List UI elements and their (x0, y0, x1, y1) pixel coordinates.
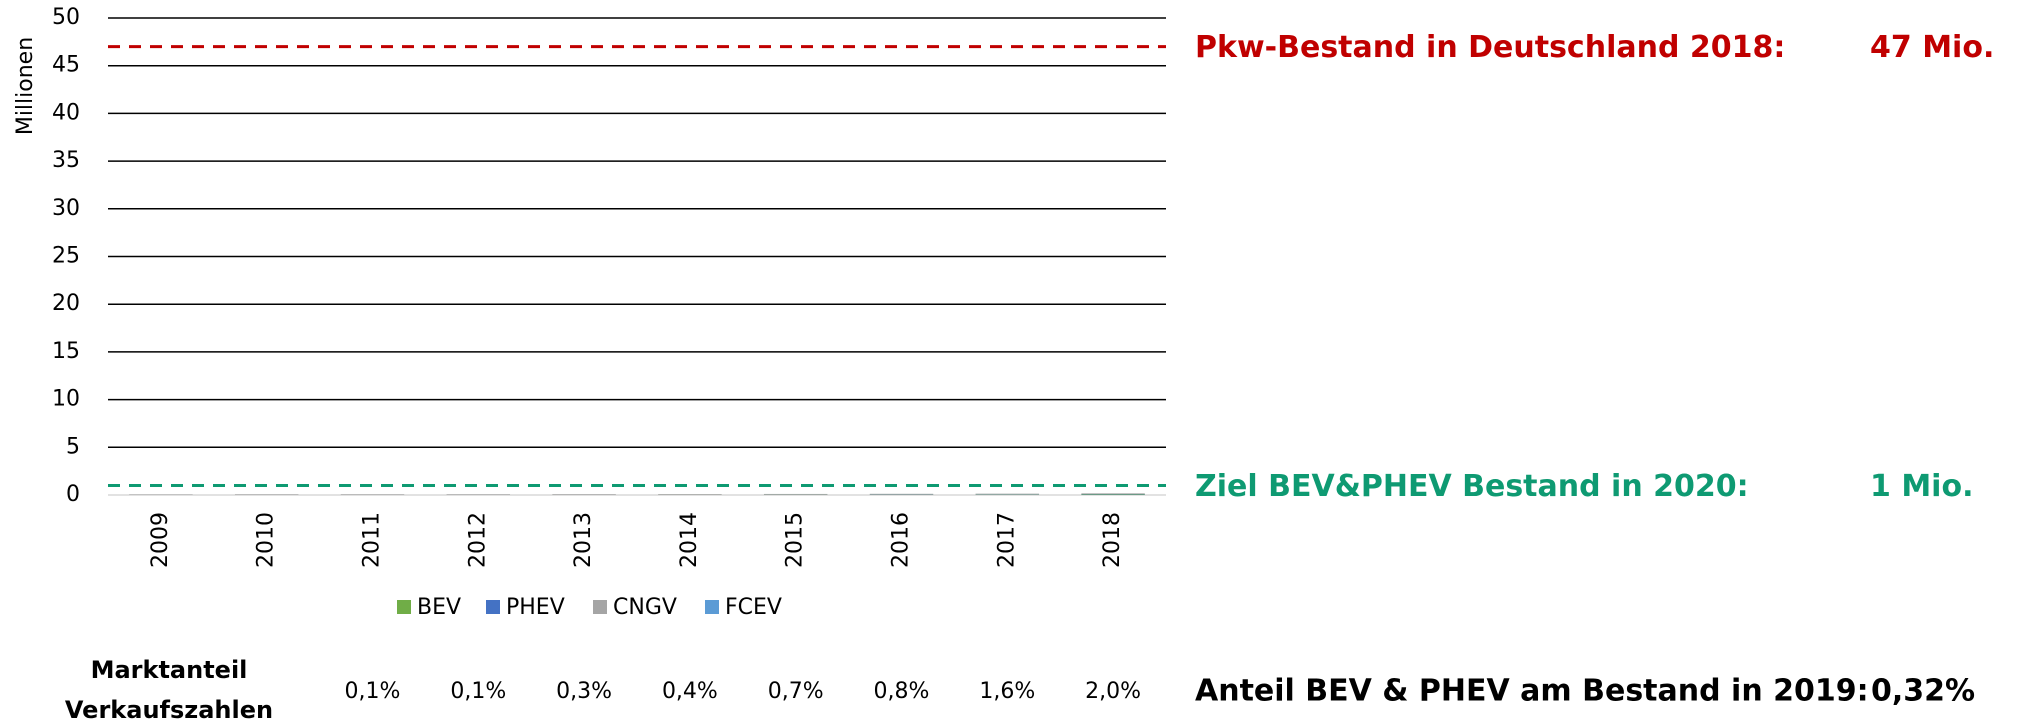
bar-segment (869, 493, 934, 495)
legend-label: PHEV (506, 595, 565, 620)
x-tick-label: 2016 (889, 512, 914, 568)
market-share-value: 0,1% (450, 679, 506, 704)
y-tick-label: 20 (52, 291, 80, 316)
market-share-value: 0,4% (662, 679, 718, 704)
legend-swatch (397, 600, 411, 614)
bar-segment (129, 494, 193, 495)
market-share-value: 0,8% (874, 679, 930, 704)
market-share-label: Marktanteil (91, 656, 248, 684)
market-share-value: 0,1% (345, 679, 401, 704)
bar-segment (658, 494, 722, 495)
y-axis-label: Millionen (13, 37, 38, 135)
bar-segment (340, 494, 405, 495)
reference-label: Pkw-Bestand in Deutschland 2018: (1195, 30, 1785, 65)
x-tick-label: 2010 (254, 512, 279, 568)
y-tick-label: 5 (66, 434, 80, 459)
x-tick-label: 2012 (465, 512, 490, 568)
bar-segment (552, 494, 616, 495)
x-tick-label: 2018 (1100, 512, 1125, 568)
y-tick-label: 30 (52, 196, 80, 221)
bar-segment (763, 493, 828, 495)
x-tick-label: 2013 (571, 512, 596, 568)
x-tick-label: 2017 (994, 512, 1019, 568)
legend-label: FCEV (725, 595, 782, 620)
market-share-value: 0,3% (556, 679, 612, 704)
x-tick-label: 2015 (783, 512, 808, 568)
y-tick-label: 10 (52, 387, 80, 412)
legend-label: BEV (417, 595, 461, 620)
market-share-value: 0,7% (768, 679, 824, 704)
stock-share-value: 0,32% (1871, 674, 1975, 709)
bar-segment (1081, 493, 1145, 495)
bar-segment (1081, 494, 1145, 495)
bar-segment (234, 494, 299, 495)
legend-swatch (486, 600, 500, 614)
reference-value: 47 Mio. (1870, 30, 1994, 65)
market-share-value: 1,6% (979, 679, 1035, 704)
market-share-label: Verkaufszahlen (65, 696, 273, 724)
stock-share-label: Anteil BEV & PHEV am Bestand in 2019: (1195, 674, 1869, 709)
y-tick-label: 40 (52, 100, 80, 125)
y-tick-label: 45 (52, 53, 80, 78)
y-tick-label: 50 (52, 5, 80, 30)
legend-label: CNGV (613, 595, 677, 620)
reference-value: 1 Mio. (1870, 469, 1973, 504)
y-tick-label: 15 (52, 339, 80, 364)
market-share-value: 2,0% (1085, 679, 1141, 704)
x-tick-label: 2011 (360, 512, 385, 568)
y-tick-label: 0 (66, 482, 80, 507)
y-tick-label: 25 (52, 244, 80, 269)
y-tick-label: 35 (52, 148, 80, 173)
bar-segment (975, 493, 1040, 495)
bar-segment (446, 494, 511, 495)
legend-swatch (705, 600, 719, 614)
x-tick-label: 2014 (677, 512, 702, 568)
legend-swatch (593, 600, 607, 614)
x-tick-label: 2009 (148, 512, 173, 568)
reference-label: Ziel BEV&PHEV Bestand in 2020: (1195, 469, 1749, 504)
